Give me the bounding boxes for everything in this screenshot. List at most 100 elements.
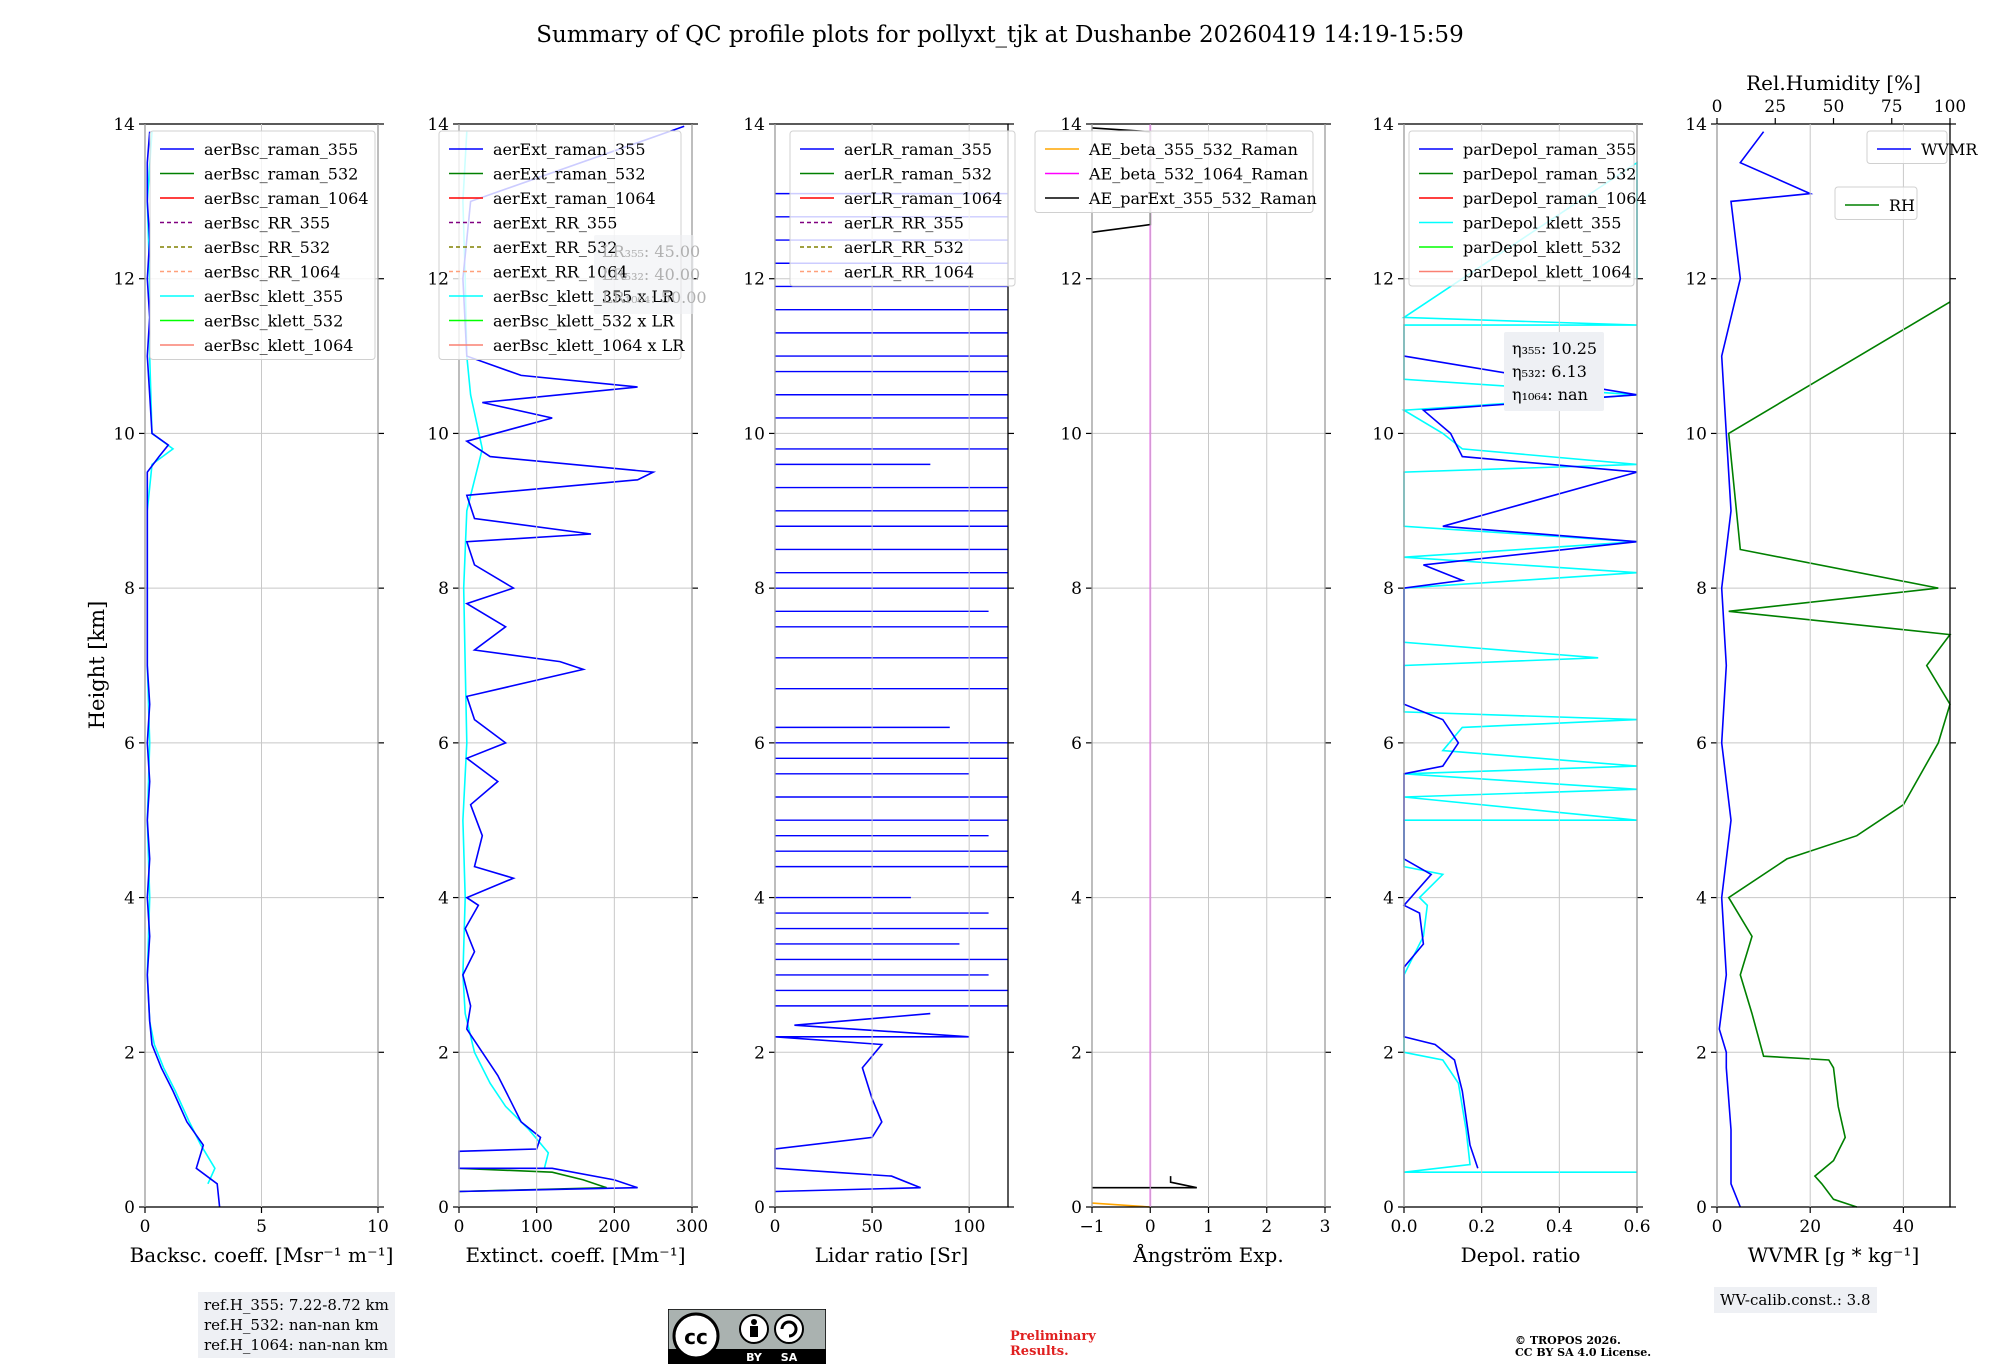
x-tick-label: 50: [861, 1217, 883, 1237]
x2-tick-label: 50: [1823, 97, 1845, 117]
panel-3: [769, 123, 1016, 1213]
legend-label: aerBsc_raman_355: [204, 140, 358, 159]
preliminary-line-2: Results.: [1010, 1344, 1069, 1359]
info-box: [1504, 332, 1604, 411]
legend-box: [1866, 130, 1948, 164]
x-tick-label: 200: [598, 1217, 630, 1237]
legend-label: aerExt_RR_1064: [493, 263, 628, 282]
x-tick-label: 1: [1203, 1217, 1214, 1237]
legend-label: aerBsc_klett_1064: [204, 336, 353, 355]
legend2-box: [1834, 186, 1918, 220]
legend-label: aerBsc_klett_355: [204, 287, 343, 306]
legend-label: aerLR_RR_1064: [844, 263, 974, 282]
legend-label: aerBsc_klett_1064 x LR: [493, 336, 685, 355]
y-tick-label: 10: [1060, 424, 1082, 444]
legend-label: parDepol_klett_532: [1463, 238, 1621, 257]
y-tick-label: 0: [1383, 1198, 1394, 1218]
cc-icon: [672, 1312, 720, 1360]
y-axis-label: Height [km]: [85, 601, 109, 730]
y-tick-label: 2: [1383, 1043, 1394, 1063]
y-tick-label: 2: [1071, 1043, 1082, 1063]
legend-label: aerBsc_RR_1064: [204, 263, 340, 282]
legend-label: aerLR_RR_355: [844, 214, 964, 233]
panel-6: [1711, 118, 1956, 1213]
y-tick-label: 8: [1071, 579, 1082, 599]
y-tick-label: 12: [113, 270, 135, 290]
panel-4: [1034, 123, 1331, 1213]
y-tick-label: 6: [438, 734, 449, 754]
x2-tick-label: 75: [1881, 97, 1903, 117]
legend-label: aerBsc_klett_355 x LR: [493, 287, 675, 306]
legend-label: AE_parExt_355_532_Raman: [1088, 189, 1317, 208]
y-tick-label: 6: [1383, 734, 1394, 754]
y-tick-label: 0: [438, 1198, 449, 1218]
preliminary-line-1: Preliminary: [1010, 1329, 1096, 1344]
x2-tick-label: 0: [1712, 97, 1723, 117]
y-tick-label: 12: [743, 270, 765, 290]
wv-calib-constant: WV-calib.const.: 3.8: [1720, 1291, 1871, 1309]
x-tick-label: 0.6: [1623, 1217, 1650, 1237]
y-tick-label: 8: [124, 579, 135, 599]
legend-box: [1034, 130, 1314, 213]
x-tick-label: 0: [454, 1217, 465, 1237]
x-tick-label: 100: [520, 1217, 552, 1237]
info-text: LR₅₃₂: 40.00: [602, 265, 700, 284]
y-tick-label: 0: [124, 1198, 135, 1218]
y-tick-label: 0: [754, 1198, 765, 1218]
y-tick-label: 6: [124, 734, 135, 754]
y-tick-label: 10: [743, 424, 765, 444]
legend-label: aerExt_RR_532: [493, 238, 617, 257]
copyright-line-1: © TROPOS 2026.: [1515, 1334, 1621, 1347]
y-tick-label: 14: [427, 115, 449, 135]
legend-box: [789, 130, 1016, 287]
legend-label: aerLR_raman_1064: [844, 189, 1002, 208]
series-RH: [1727, 301, 1952, 1208]
y-tick-label: 12: [1372, 270, 1394, 290]
series-parDepol_raman_355: [1402, 355, 1638, 1169]
ref-height-532: ref.H_532: nan-nan km: [204, 1316, 379, 1334]
y-tick-label: 10: [1685, 424, 1707, 444]
y-tick-label: 6: [1696, 734, 1707, 754]
legend-label: aerBsc_raman_532: [204, 165, 358, 184]
x-tick-label: 0: [140, 1217, 151, 1237]
cc-by-label: BY: [746, 1351, 763, 1364]
y-tick-label: 10: [1372, 424, 1394, 444]
x2-axis-label: Rel.Humidity [%]: [1746, 71, 1921, 95]
y-tick-label: 0: [1071, 1198, 1082, 1218]
legend-label: parDepol_raman_1064: [1463, 189, 1647, 208]
x-tick-label: −1: [1079, 1217, 1104, 1237]
y-tick-label: 14: [1372, 115, 1394, 135]
x-tick-label: 3: [1320, 1217, 1331, 1237]
panel-2: [438, 123, 698, 1213]
panel-1: [139, 123, 384, 1213]
x2-tick-label: 100: [1934, 97, 1966, 117]
copyright-note: © TROPOS 2026. CC BY SA 4.0 License.: [1515, 1335, 1651, 1359]
series-aerBsc_klett_355: [146, 131, 216, 1185]
y-tick-label: 8: [438, 579, 449, 599]
x-axis-label: WVMR [g * kg⁻¹]: [1748, 1243, 1920, 1267]
y-tick-label: 12: [1060, 270, 1082, 290]
legend-label: aerBsc_raman_1064: [204, 189, 369, 208]
info-text: η₅₃₂: 6.13: [1512, 362, 1587, 381]
x-tick-label: 0.2: [1468, 1217, 1495, 1237]
x-axis-label: Depol. ratio: [1461, 1243, 1581, 1267]
svg-text:cc: cc: [684, 1325, 708, 1349]
x-axis-label: Backsc. coeff. [Msr⁻¹ m⁻¹]: [130, 1243, 394, 1267]
y-tick-label: 4: [124, 889, 135, 909]
series-AE_parExt_355_532_Raman: [1092, 1176, 1197, 1189]
legend-label: aerBsc_klett_532 x LR: [493, 312, 675, 331]
series-aerExt_raman_355: [458, 125, 685, 1193]
y-tick-label: 14: [1685, 115, 1707, 135]
cc-sa-label: SA: [781, 1351, 798, 1364]
y-tick-label: 4: [1696, 889, 1707, 909]
x-tick-label: 5: [256, 1217, 267, 1237]
y-tick-label: 6: [754, 734, 765, 754]
legend-label: parDepol_raman_532: [1463, 165, 1636, 184]
x2-tick-label: 25: [1764, 97, 1786, 117]
y-tick-label: 8: [1696, 579, 1707, 599]
y-tick-label: 6: [1071, 734, 1082, 754]
figure-title: Summary of QC profile plots for pollyxt_…: [536, 22, 1464, 48]
legend-label: AE_beta_532_1064_Raman: [1088, 165, 1308, 184]
legend-label: AE_beta_355_532_Raman: [1088, 140, 1298, 159]
ref-height-355: ref.H_355: 7.22-8.72 km: [204, 1296, 389, 1314]
